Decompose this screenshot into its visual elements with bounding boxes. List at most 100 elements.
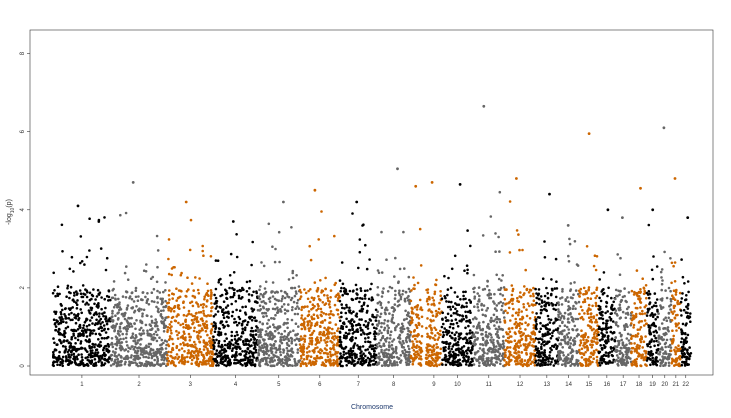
snp-point: [72, 334, 75, 337]
snp-point: [432, 348, 436, 351]
snp-point: [477, 357, 481, 361]
snp-point: [91, 322, 94, 325]
snp-point: [251, 360, 254, 364]
snp-point: [170, 273, 173, 277]
snp-point: [415, 340, 419, 343]
snp-point: [63, 351, 66, 354]
snp-point: [511, 302, 514, 306]
snp-point: [88, 217, 91, 220]
snp-point: [594, 268, 598, 272]
snp-point: [229, 252, 233, 256]
snp-point: [568, 307, 572, 311]
snp-point: [557, 303, 561, 307]
snp-point: [281, 358, 284, 361]
snp-point: [158, 336, 161, 340]
snp-point: [489, 347, 492, 351]
snp-point: [359, 289, 363, 293]
snp-point: [141, 353, 144, 357]
snp-point: [417, 332, 420, 336]
snp-point: [339, 360, 343, 363]
snp-point: [319, 351, 322, 355]
snp-point: [204, 363, 208, 366]
snp-point: [532, 340, 535, 344]
snp-point: [450, 300, 453, 304]
snp-point: [246, 347, 250, 351]
snp-point: [492, 345, 496, 349]
snp-point: [110, 315, 113, 319]
snp-point: [359, 296, 362, 300]
snp-point: [225, 355, 229, 359]
snp-point: [494, 327, 498, 331]
snp-point: [119, 344, 122, 347]
snp-point: [142, 355, 145, 359]
snp-point: [335, 355, 339, 358]
snp-point: [85, 301, 89, 305]
snp-point: [566, 361, 569, 365]
snp-point: [389, 359, 392, 363]
snp-point: [494, 250, 497, 253]
snp-point: [210, 340, 214, 344]
snp-point: [185, 290, 189, 293]
snp-point: [522, 332, 525, 335]
snp-point: [583, 358, 586, 361]
snp-point: [214, 296, 218, 300]
snp-point: [439, 333, 442, 337]
snp-point: [219, 277, 222, 281]
snp-point: [510, 353, 513, 357]
snp-point: [387, 348, 391, 352]
snp-point: [408, 338, 412, 342]
snp-point: [188, 327, 191, 330]
snp-point: [434, 283, 437, 286]
snp-point: [606, 310, 609, 313]
snp-point: [392, 350, 396, 354]
snp-point: [452, 311, 456, 315]
snp-point: [290, 347, 294, 351]
snp-point: [285, 346, 289, 350]
snp-point: [408, 350, 411, 354]
snp-point: [109, 298, 112, 302]
snp-point: [152, 338, 155, 342]
snp-point: [394, 293, 397, 297]
snp-point: [364, 293, 367, 297]
snp-point: [57, 327, 61, 331]
snp-point: [481, 359, 485, 362]
snp-point: [312, 317, 316, 321]
snp-point: [432, 344, 436, 347]
snp-point: [231, 310, 235, 314]
snp-point: [482, 304, 486, 307]
snp-point: [175, 329, 178, 333]
snp-point: [57, 354, 61, 358]
snp-point: [244, 313, 248, 316]
snp-point: [216, 259, 220, 263]
snp-point: [599, 307, 602, 311]
snp-point: [424, 356, 428, 360]
snp-point: [465, 305, 468, 308]
snp-point: [51, 291, 55, 295]
snp-point: [437, 311, 440, 314]
snp-point: [324, 302, 328, 305]
snp-point: [286, 318, 289, 321]
snp-point: [53, 289, 56, 292]
snp-point: [552, 329, 555, 333]
snp-point: [388, 341, 391, 344]
snp-point: [558, 324, 562, 328]
snp-point: [411, 307, 414, 311]
snp-point: [265, 314, 268, 318]
snp-point: [366, 348, 370, 351]
snp-point: [393, 308, 397, 312]
snp-point: [399, 297, 403, 301]
snp-point: [124, 357, 127, 361]
snp-point: [275, 348, 279, 352]
snp-point: [81, 358, 84, 362]
snp-point: [525, 348, 528, 352]
snp-point: [233, 358, 236, 362]
snp-point: [572, 343, 575, 347]
snp-point: [495, 273, 499, 277]
snp-point: [360, 354, 364, 357]
snp-point: [225, 292, 229, 295]
snp-point: [273, 329, 277, 333]
snp-point: [314, 343, 318, 346]
snp-point: [413, 352, 416, 356]
snp-point: [89, 355, 92, 359]
snp-point: [551, 304, 554, 307]
